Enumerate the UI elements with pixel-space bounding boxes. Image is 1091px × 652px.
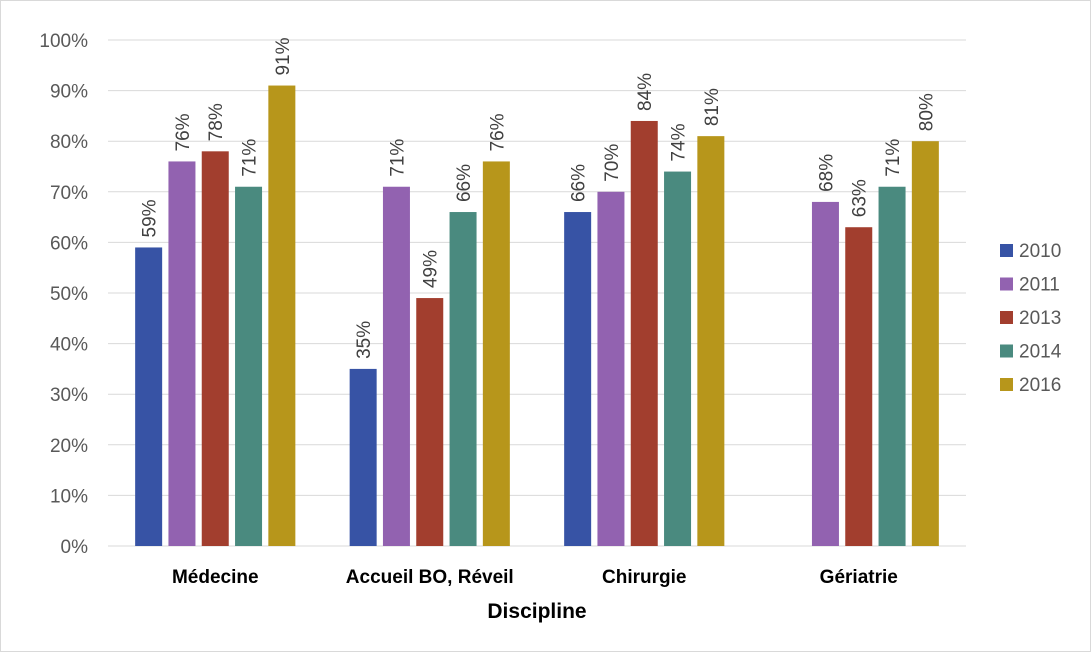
- data-label: 49%: [421, 250, 442, 288]
- bar-2013: [630, 120, 658, 547]
- bar-2016: [911, 141, 939, 546]
- bar-2016: [268, 85, 296, 546]
- y-tick-label: 100%: [39, 31, 88, 52]
- legend-label: 2013: [1019, 308, 1061, 329]
- bar-2014: [664, 171, 692, 546]
- bar-2011: [168, 161, 196, 546]
- x-category-label: Gériatrie: [820, 567, 898, 588]
- bar-2014: [449, 212, 477, 547]
- data-label: 63%: [850, 179, 871, 217]
- legend-swatch: [1000, 244, 1013, 257]
- data-label: 66%: [569, 164, 590, 202]
- data-label: 68%: [816, 154, 837, 192]
- bar-2010: [135, 247, 163, 546]
- bar-2011: [811, 201, 839, 547]
- legend-label: 2016: [1019, 375, 1061, 396]
- y-tick-label: 90%: [50, 82, 88, 103]
- data-label: 76%: [487, 113, 508, 151]
- y-axis-ticks: 0% 10% 20% 30% 40% 50% 60% 70% 80% 90% 100%: [39, 31, 88, 558]
- data-label: 71%: [883, 139, 904, 177]
- y-tick-label: 10%: [50, 486, 88, 507]
- legend: 2010 2011 2013 2014 2016: [1000, 241, 1062, 396]
- y-tick-label: 20%: [50, 436, 88, 457]
- legend-swatch: [1000, 277, 1013, 291]
- data-label: 78%: [206, 103, 227, 141]
- y-tick-label: 80%: [50, 132, 88, 153]
- x-axis-title: Discipline: [487, 600, 586, 623]
- x-axis-categories: Médecine Accueil BO, Réveil Chirurgie Géria…: [172, 567, 898, 588]
- bar-2014: [878, 186, 906, 547]
- x-category-label: Médecine: [172, 567, 259, 588]
- y-tick-label: 0%: [61, 537, 89, 558]
- bar-2011: [382, 186, 410, 547]
- data-label: 66%: [454, 164, 475, 202]
- data-label: 70%: [602, 144, 623, 182]
- legend-swatch: [1000, 344, 1013, 358]
- y-tick-label: 30%: [50, 385, 88, 406]
- x-category-label: Accueil BO, Réveil: [346, 567, 514, 588]
- bars: [135, 85, 939, 547]
- data-label: 81%: [702, 88, 723, 126]
- legend-label: 2014: [1019, 342, 1062, 363]
- data-label: 84%: [635, 73, 656, 111]
- data-label: 74%: [669, 123, 690, 161]
- data-label: 80%: [916, 93, 937, 131]
- data-label: 91%: [273, 37, 294, 75]
- data-labels: 59% 76% 78% 71% 91% 35% 71% 49% 66% 76% 66% 70% 84% 7…: [140, 37, 938, 358]
- bar-2010: [349, 368, 377, 546]
- y-tick-label: 50%: [50, 284, 88, 305]
- data-label: 35%: [354, 321, 375, 359]
- bar-2016: [697, 136, 725, 546]
- legend-swatch: [1000, 378, 1013, 391]
- x-category-label: Chirurgie: [602, 567, 686, 588]
- data-label: 71%: [240, 139, 261, 177]
- y-tick-label: 40%: [50, 335, 88, 356]
- bar-2013: [845, 227, 873, 546]
- data-label: 76%: [173, 113, 194, 151]
- legend-label: 2010: [1019, 241, 1061, 262]
- data-label: 71%: [387, 139, 408, 177]
- bar-2013: [201, 151, 229, 546]
- y-tick-label: 60%: [50, 233, 88, 254]
- legend-swatch: [1000, 311, 1013, 324]
- bar-2013: [416, 298, 444, 546]
- bar-2010: [564, 212, 592, 547]
- y-tick-label: 70%: [50, 183, 88, 204]
- bar-2011: [597, 191, 625, 547]
- bar-2014: [235, 186, 263, 547]
- legend-label: 2011: [1019, 275, 1060, 296]
- data-label: 59%: [140, 199, 161, 237]
- bar-2016: [482, 161, 510, 546]
